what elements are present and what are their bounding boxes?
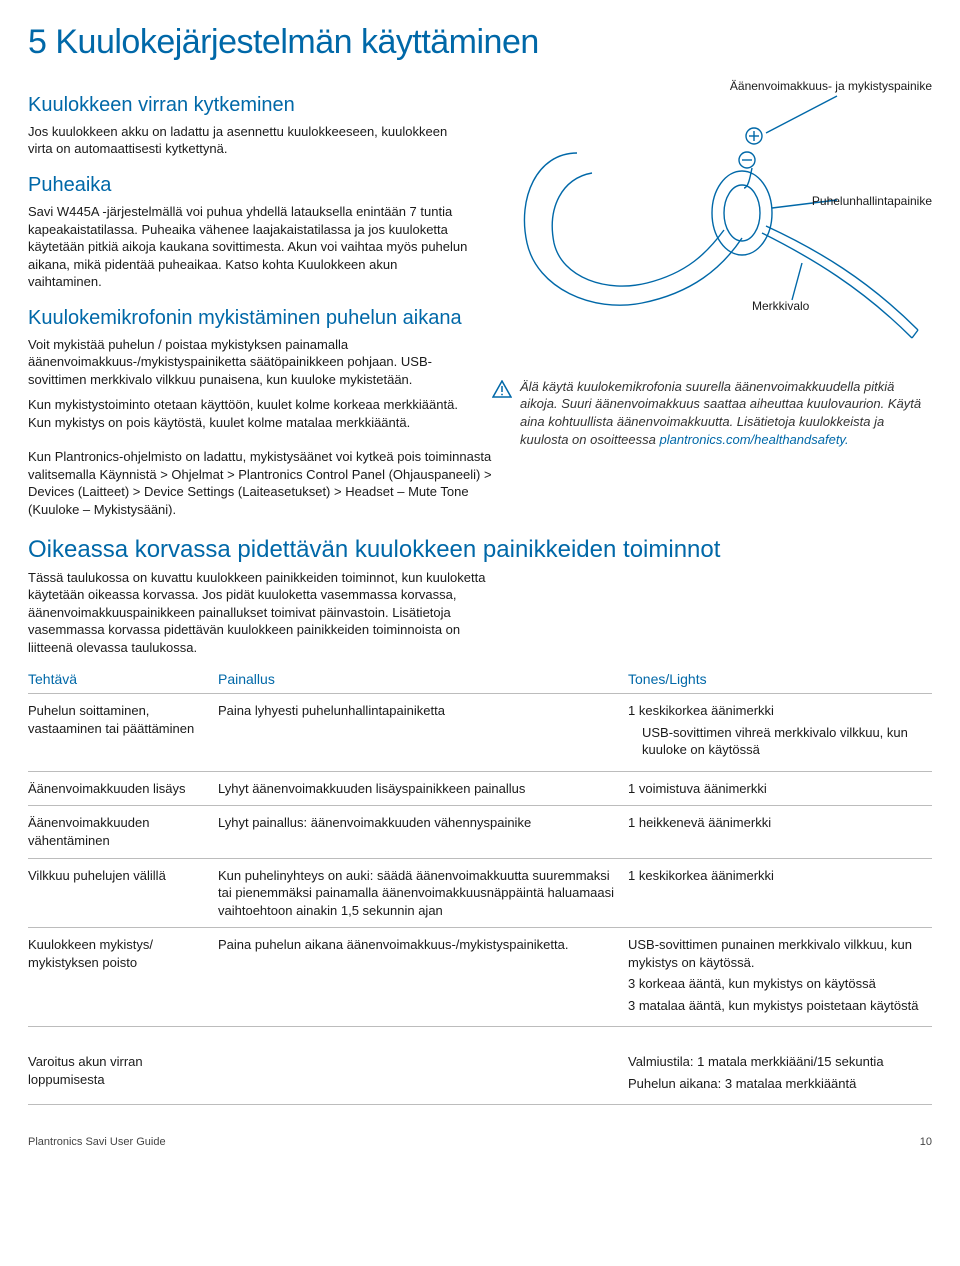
cell-press: Kun puhelinyhteys on auki: säädä äänenvo… — [218, 867, 628, 920]
cell-task: Kuulokkeen mykistys/ mykistyksen poisto — [28, 936, 218, 1018]
tone-line: Puhelun aikana: 3 matalaa merkkiääntä — [628, 1075, 932, 1093]
mute-paragraph-1: Voit mykistää puhelun / poistaa mykistyk… — [28, 336, 468, 389]
tone-line: Valmiustila: 1 matala merkkiääni/15 seku… — [628, 1053, 932, 1071]
page-footer: Plantronics Savi User Guide 10 — [28, 1135, 932, 1150]
footer-page-number: 10 — [920, 1135, 932, 1150]
table-header-row: Tehtävä Painallus Tones/Lights — [28, 670, 932, 694]
cell-press: Lyhyt äänenvoimakkuuden lisäyspainikkeen… — [218, 780, 628, 798]
tone-line: 1 keskikorkea äänimerkki — [628, 702, 932, 720]
table-row: Puhelun soittaminen, vastaaminen tai pää… — [28, 694, 932, 772]
diagram-label-led: Merkkivalo — [752, 298, 809, 314]
section-heading-power: Kuulokkeen virran kytkeminen — [28, 92, 468, 119]
section-body-talktime: Savi W445A -järjestelmällä voi puhua yhd… — [28, 203, 468, 291]
cell-press — [218, 1053, 628, 1096]
headset-svg — [492, 78, 932, 368]
cell-press: Paina lyhyesti puhelunhallintapainiketta — [218, 702, 628, 763]
table-row: Vilkkuu puhelujen välillä Kun puhelinyht… — [28, 859, 932, 929]
section-body-power: Jos kuulokkeen akku on ladattu ja asenne… — [28, 123, 468, 158]
cell-tones: USB-sovittimen punainen merkkivalo vilkk… — [628, 936, 932, 1018]
diagram-label-volume: Äänenvoimakkuus- ja mykistyspainike — [730, 78, 932, 94]
tone-line: 3 matalaa ääntä, kun mykistys poistetaan… — [628, 997, 932, 1015]
cell-tones: 1 keskikorkea äänimerkki — [628, 867, 932, 920]
table-header-press: Painallus — [218, 670, 628, 689]
diagram-label-call: Puhelunhallintapainike — [812, 193, 932, 209]
footer-doc-title: Plantronics Savi User Guide — [28, 1135, 166, 1150]
table-header-task: Tehtävä — [28, 670, 218, 689]
cell-press: Lyhyt painallus: äänenvoimakkuuden vähen… — [218, 814, 628, 849]
cell-task: Vilkkuu puhelujen välillä — [28, 867, 218, 920]
table-row: Varoitus akun virran loppumisesta Valmiu… — [28, 1045, 932, 1105]
table-row: Äänenvoimakkuuden lisäys Lyhyt äänenvoim… — [28, 772, 932, 807]
table-header-tones: Tones/Lights — [628, 670, 932, 689]
cell-tones: Valmiustila: 1 matala merkkiääni/15 seku… — [628, 1053, 932, 1096]
warning-block: Älä käytä kuulokemikrofonia suurella ään… — [492, 378, 932, 448]
tone-line: USB-sovittimen punainen merkkivalo vilkk… — [628, 936, 932, 971]
tone-line: USB-sovittimen vihreä merkkivalo vilkkuu… — [628, 724, 932, 759]
cell-task: Äänenvoimakkuuden vähentäminen — [28, 814, 218, 849]
cell-task: Äänenvoimakkuuden lisäys — [28, 780, 218, 798]
warning-icon — [492, 380, 512, 448]
section-body-buttons: Tässä taulukossa on kuvattu kuulokkeen p… — [28, 569, 498, 657]
cell-tones: 1 voimistuva äänimerkki — [628, 780, 932, 798]
mute-paragraph-3: Kun Plantronics-ohjelmisto on ladattu, m… — [28, 448, 498, 518]
warning-link[interactable]: plantronics.com/healthandsafety. — [659, 432, 848, 447]
table-row: Äänenvoimakkuuden vähentäminen Lyhyt pai… — [28, 806, 932, 858]
cell-tones: 1 heikkenevä äänimerkki — [628, 814, 932, 849]
cell-press: Paina puhelun aikana äänenvoimakkuus-/my… — [218, 936, 628, 1018]
tone-line: 3 korkeaa ääntä, kun mykistys on käytöss… — [628, 975, 932, 993]
headset-diagram: Äänenvoimakkuus- ja mykistyspainike Puhe… — [492, 78, 932, 378]
section-heading-talktime: Puheaika — [28, 172, 468, 199]
table-row: Kuulokkeen mykistys/ mykistyksen poisto … — [28, 928, 932, 1027]
section-heading-mute: Kuulokemikrofonin mykistäminen puhelun a… — [28, 305, 468, 332]
page-title: 5 Kuulokejärjestelmän käyttäminen — [28, 20, 932, 66]
mute-paragraph-2: Kun mykistystoiminto otetaan käyttöön, k… — [28, 396, 468, 431]
cell-task: Varoitus akun virran loppumisesta — [28, 1053, 218, 1096]
cell-task: Puhelun soittaminen, vastaaminen tai pää… — [28, 702, 218, 763]
section-heading-buttons: Oikeassa korvassa pidettävän kuulokkeen … — [28, 534, 932, 566]
cell-tones: 1 keskikorkea äänimerkki USB-sovittimen … — [628, 702, 932, 763]
